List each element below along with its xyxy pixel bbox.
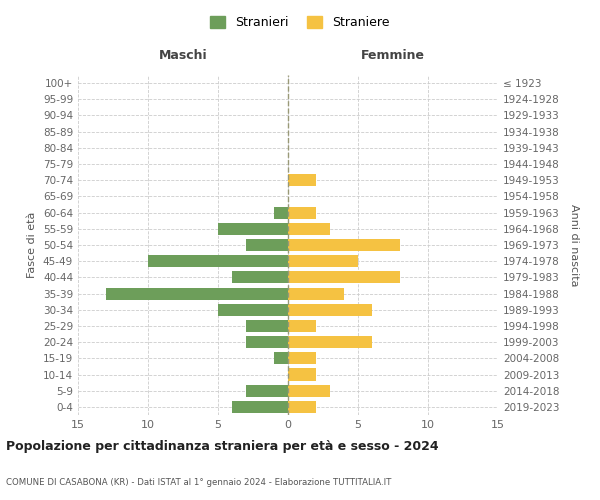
Bar: [218, 304, 288, 316]
Text: Popolazione per cittadinanza straniera per età e sesso - 2024: Popolazione per cittadinanza straniera p…: [6, 440, 439, 453]
Bar: [148, 255, 288, 268]
Legend: Stranieri, Straniere: Stranieri, Straniere: [205, 11, 395, 34]
Bar: [246, 384, 288, 397]
Bar: [288, 336, 372, 348]
Bar: [232, 401, 288, 413]
Bar: [288, 272, 400, 283]
Bar: [288, 368, 316, 380]
Bar: [288, 206, 316, 218]
Y-axis label: Anni di nascita: Anni di nascita: [569, 204, 579, 286]
Bar: [246, 320, 288, 332]
Bar: [288, 174, 316, 186]
Bar: [218, 222, 288, 235]
Bar: [274, 352, 288, 364]
Bar: [288, 384, 330, 397]
Bar: [232, 272, 288, 283]
Text: Maschi: Maschi: [158, 50, 208, 62]
Bar: [246, 336, 288, 348]
Bar: [288, 320, 316, 332]
Bar: [288, 288, 344, 300]
Text: COMUNE DI CASABONA (KR) - Dati ISTAT al 1° gennaio 2024 - Elaborazione TUTTITALI: COMUNE DI CASABONA (KR) - Dati ISTAT al …: [6, 478, 391, 487]
Y-axis label: Fasce di età: Fasce di età: [28, 212, 37, 278]
Bar: [288, 255, 358, 268]
Bar: [288, 304, 372, 316]
Bar: [274, 206, 288, 218]
Bar: [106, 288, 288, 300]
Text: Femmine: Femmine: [361, 50, 425, 62]
Bar: [246, 239, 288, 251]
Bar: [288, 222, 330, 235]
Bar: [288, 401, 316, 413]
Bar: [288, 352, 316, 364]
Bar: [288, 239, 400, 251]
